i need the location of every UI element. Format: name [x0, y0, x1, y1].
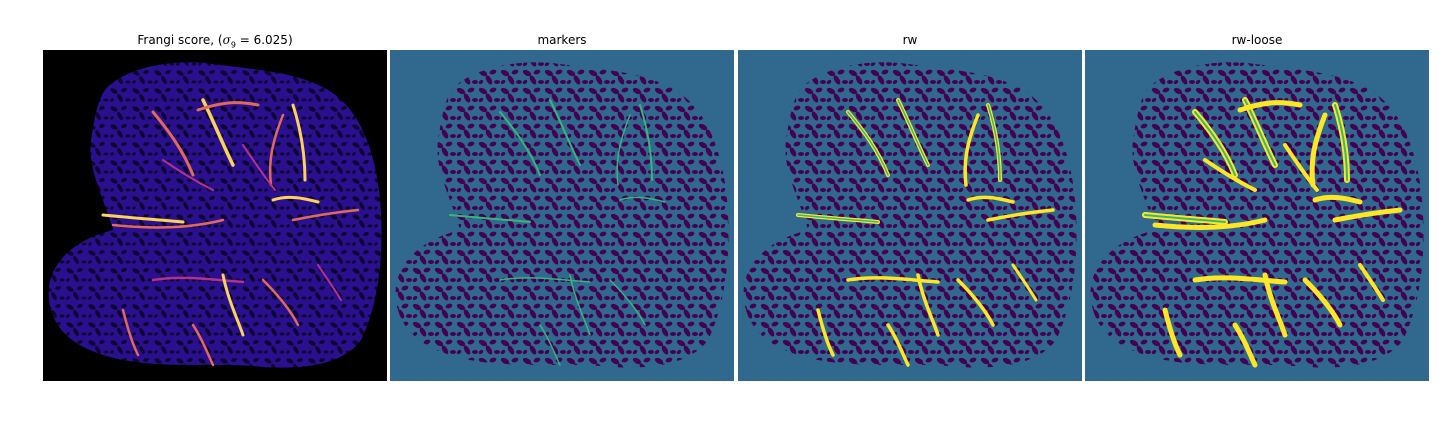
panel-title-frangi: Frangi score, (σ9 = 6.025) [137, 33, 293, 50]
rw-tissue-region [743, 62, 1077, 368]
frangi-image [43, 50, 387, 381]
panel-frangi [43, 50, 387, 381]
panel-title-rw: rw [902, 33, 918, 47]
rw-image [738, 50, 1082, 381]
markers-vessel-markers [449, 99, 666, 366]
panel-rw [738, 50, 1082, 381]
panel-markers [390, 50, 734, 381]
panel-title-rw-loose: rw-loose [1231, 33, 1283, 47]
markers-tissue-region [395, 62, 729, 368]
rw-segmented-vessels [796, 98, 1055, 367]
frangi-tissue-region [48, 62, 382, 368]
markers-image [390, 50, 734, 381]
panel-title-markers: markers [537, 33, 587, 47]
frangi-vessels [101, 98, 360, 367]
rw-loose-image [1085, 50, 1429, 381]
rw-loose-segmented-vessels [1142, 97, 1403, 368]
panel-rw-loose [1085, 50, 1429, 381]
